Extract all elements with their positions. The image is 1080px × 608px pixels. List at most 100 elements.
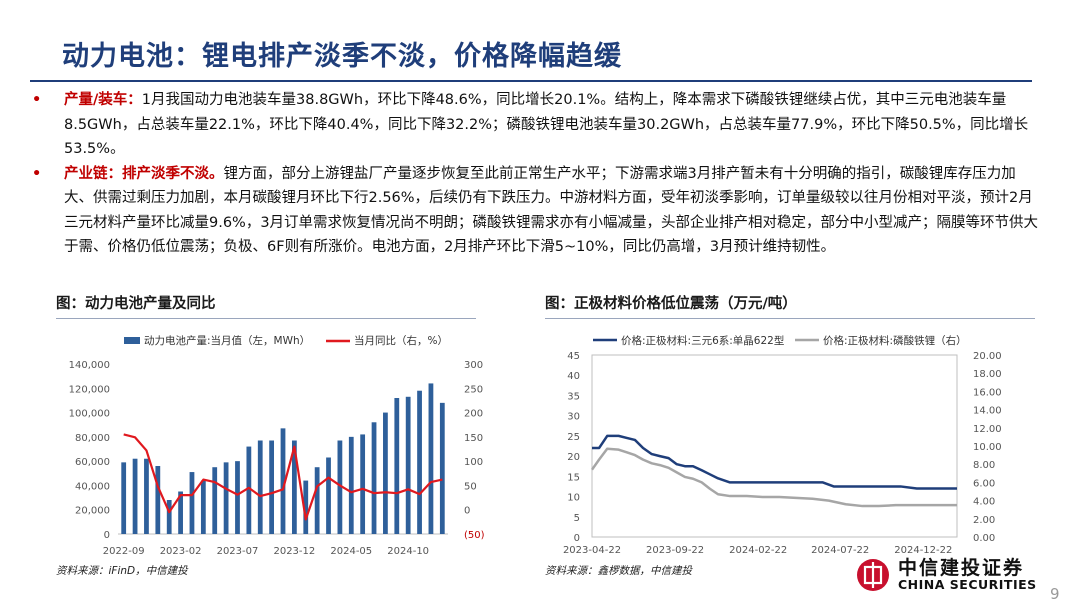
bar-output bbox=[280, 428, 286, 534]
figure-title-left: 图：动力电池产量及同比 bbox=[56, 292, 476, 319]
x-tick-label: 2023-12 bbox=[273, 546, 315, 557]
x-tick-label: 2024-02-22 bbox=[729, 545, 787, 556]
figure-title-right: 图：正极材料价格低位震荡（万元/吨） bbox=[545, 292, 1035, 319]
legend-label-line: 当月同比（右，%） bbox=[354, 334, 448, 347]
bullet-list: • 产量/装车：1月我国动力电池装车量38.8GWh，环比下降48.6%，同比增长… bbox=[30, 88, 1040, 260]
logo-text-cn: 中信建投证券 bbox=[898, 557, 1025, 579]
line-ncm-price bbox=[592, 434, 957, 490]
bar-output bbox=[383, 412, 388, 534]
y-right-tick-label: 20.00 bbox=[973, 351, 1002, 362]
bullet-dot: • bbox=[32, 92, 42, 108]
source-left: 资料来源：iFinD，中信建投 bbox=[56, 565, 188, 577]
x-tick-label: 2024-10 bbox=[387, 546, 429, 557]
bar-output bbox=[132, 458, 138, 534]
bar-output bbox=[303, 480, 309, 534]
y-left-tick-label: 40,000 bbox=[75, 481, 110, 492]
y-left-tick-label: 35 bbox=[567, 391, 580, 402]
line-lfp-price bbox=[590, 447, 957, 508]
bar-output bbox=[337, 440, 343, 534]
bar-output bbox=[257, 440, 263, 534]
x-tick-label: 2023-07 bbox=[217, 546, 259, 557]
y-right-tick-label: 2.00 bbox=[973, 515, 995, 526]
bullet-lead: 产业链：排产淡季不淡。 bbox=[64, 165, 224, 182]
page-title: 动力电池：锂电排产淡季不淡，价格降幅趋缓 bbox=[62, 41, 622, 72]
bar-output bbox=[360, 434, 366, 534]
bar-output bbox=[121, 462, 127, 534]
bar-output bbox=[326, 457, 331, 534]
y-right-tick-label: 100 bbox=[464, 457, 483, 468]
bar-output bbox=[166, 500, 172, 534]
bar-output bbox=[178, 491, 183, 534]
y-left-tick-label: 120,000 bbox=[69, 384, 110, 395]
x-tick-label: 2024-12-22 bbox=[894, 545, 952, 556]
bar-output bbox=[200, 480, 206, 534]
bullet-production: • 产量/装车：1月我国动力电池装车量38.8GWh，环比下降48.6%，同比增长… bbox=[30, 88, 1040, 162]
bullet-dot: • bbox=[32, 165, 42, 182]
bullet-text: 1月我国动力电池装车量38.8GWh，环比下降48.6%，同比增长20.1%。结… bbox=[64, 92, 1029, 157]
y-right-tick-label: 18.00 bbox=[973, 369, 1002, 380]
y-left-tick-label: 45 bbox=[567, 351, 580, 362]
bullet-lead: 产量/装车： bbox=[64, 92, 142, 108]
y-left-tick-label: 140,000 bbox=[69, 360, 110, 371]
legend-label-bar: 动力电池产量:当月值（左，MWh） bbox=[144, 334, 310, 347]
bar-output bbox=[417, 390, 422, 534]
bar-output bbox=[348, 436, 354, 534]
y-right-tick-label: 8.00 bbox=[973, 460, 995, 471]
y-right-tick-label: 16.00 bbox=[973, 387, 1002, 398]
legend-label-ncm: 价格:正极材料:三元6系:单晶622型 bbox=[621, 334, 784, 347]
title-divider bbox=[30, 80, 1032, 82]
page-number: 9 bbox=[1050, 585, 1060, 603]
x-tick-label: 2023-04-22 bbox=[563, 545, 621, 556]
bar-output bbox=[212, 467, 218, 534]
y-right-tick-label: 300 bbox=[464, 360, 483, 371]
bullet-text: 锂方面，部分上游锂盐厂产量逐步恢复至此前正常生产水平；下游需求端3月排产暂未有十… bbox=[64, 165, 1039, 256]
x-tick-label: 2023-02 bbox=[160, 546, 202, 557]
legend-swatch-bar bbox=[124, 337, 140, 344]
y-right-tick-label: 50 bbox=[464, 481, 477, 492]
bar-output bbox=[405, 396, 411, 534]
y-right-tick-label: 12.00 bbox=[973, 424, 1002, 435]
y-right-tick-label: 0 bbox=[464, 506, 470, 517]
bar-output bbox=[394, 398, 400, 534]
cathode-price-chart: 价格:正极材料:三元6系:单晶622型 价格:正极材料:磷酸铁锂（右） 0 5 10 15… bbox=[563, 334, 1002, 556]
y-left-tick-label: 20,000 bbox=[75, 506, 110, 517]
bar-output bbox=[269, 440, 275, 534]
y-left-tick-label: 0 bbox=[574, 533, 580, 544]
bar-output bbox=[246, 446, 252, 534]
y-left-tick-label: 80,000 bbox=[75, 433, 110, 444]
x-tick-label: 2024-05 bbox=[330, 546, 372, 557]
y-right-tick-label: 150 bbox=[464, 433, 483, 444]
bar-output bbox=[371, 422, 377, 534]
y-right-tick-label: 4.00 bbox=[973, 497, 995, 508]
bullet-industry-chain: • 产业链：排产淡季不淡。锂方面，部分上游锂盐厂产量逐步恢复至此前正常生产水平；下… bbox=[30, 162, 1040, 260]
y-left-tick-label: 60,000 bbox=[75, 457, 110, 468]
bar-output bbox=[223, 462, 229, 534]
bar-output bbox=[235, 461, 240, 534]
y-right-tick-label: 0.00 bbox=[973, 533, 995, 544]
y-left-tick-label: 15 bbox=[567, 472, 580, 483]
bar-output bbox=[189, 472, 195, 534]
y-right-tick-label: 10.00 bbox=[973, 442, 1002, 453]
battery-output-chart: 动力电池产量:当月值（左，MWh） 当月同比（右，%） 0 20,000 40,000 6… bbox=[69, 334, 485, 557]
line-yoy bbox=[123, 433, 443, 521]
y-right-tick-label: 200 bbox=[464, 409, 483, 420]
bar-output bbox=[314, 467, 320, 534]
y-left-tick-label: 5 bbox=[574, 513, 580, 524]
bar-output bbox=[439, 402, 445, 534]
x-tick-label: 2023-09-22 bbox=[646, 545, 704, 556]
x-tick-label: 2022-09 bbox=[103, 546, 145, 557]
y-left-tick-label: 20 bbox=[567, 452, 580, 463]
y-left-tick-label: 0 bbox=[104, 530, 110, 541]
y-left-tick-label: 40 bbox=[567, 371, 580, 382]
plot-frame bbox=[591, 354, 958, 538]
bar-output bbox=[291, 440, 297, 534]
y-left-tick-label: 100,000 bbox=[69, 409, 110, 420]
y-right-tick-label: 6.00 bbox=[973, 478, 995, 489]
legend-label-lfp: 价格:正极材料:磷酸铁锂（右） bbox=[823, 334, 967, 347]
x-tick-label: 2024-07-22 bbox=[811, 545, 869, 556]
y-left-tick-label: 10 bbox=[567, 493, 580, 504]
china-securities-logo-icon bbox=[857, 559, 889, 591]
y-right-tick-label: (50) bbox=[464, 530, 485, 541]
bar-output bbox=[428, 383, 434, 534]
bar-output bbox=[144, 458, 149, 534]
